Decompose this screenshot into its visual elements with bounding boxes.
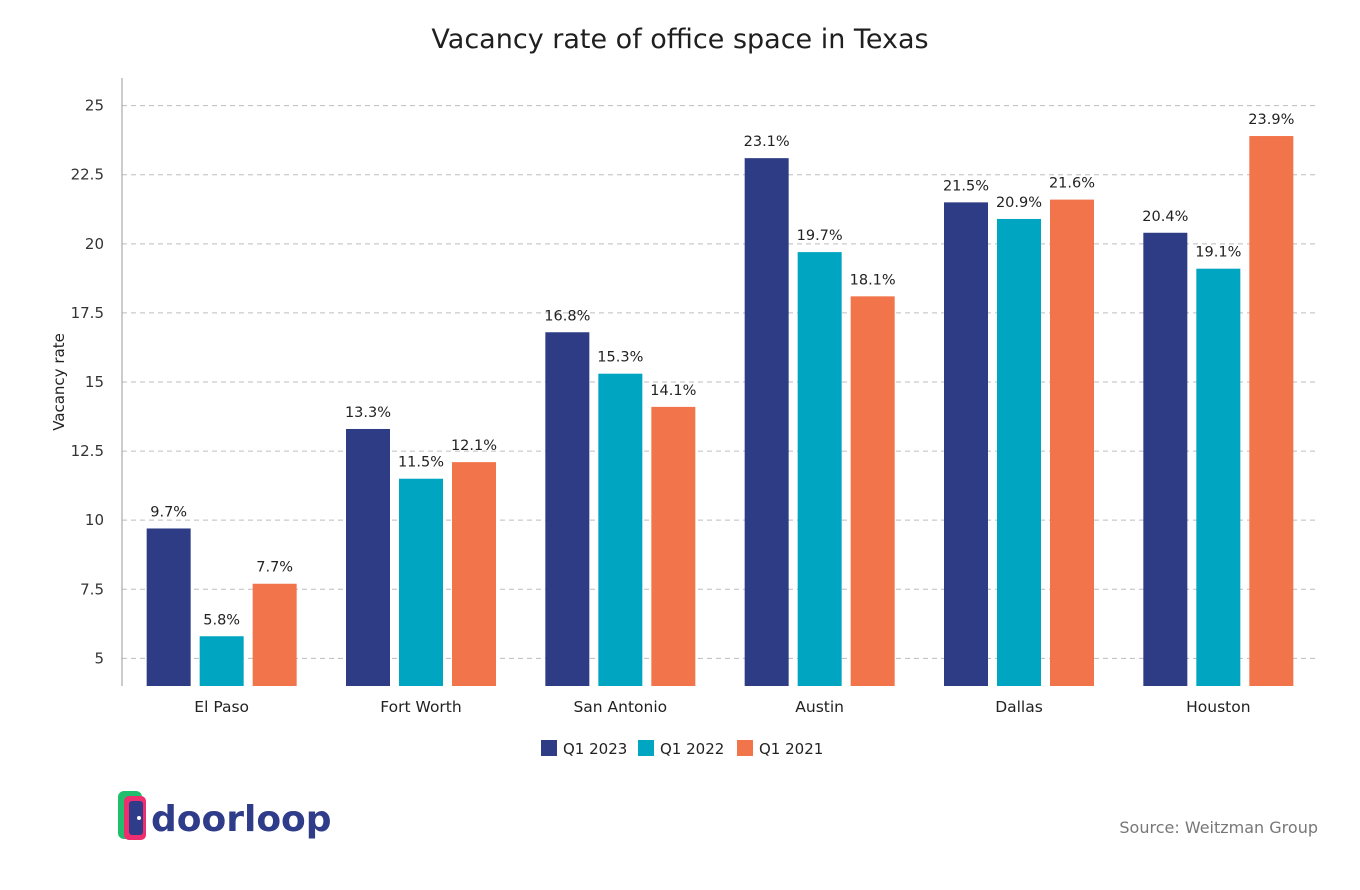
y-tick-label: 12.5: [71, 442, 104, 460]
data-label: 5.8%: [203, 612, 240, 628]
legend-label: Q1 2023: [563, 740, 627, 758]
data-label: 19.1%: [1195, 245, 1241, 261]
y-tick-label: 10: [85, 511, 104, 529]
data-label: 16.8%: [544, 308, 590, 324]
legend-swatch: [638, 740, 654, 756]
data-label: 20.9%: [996, 195, 1042, 211]
data-label: 23.9%: [1248, 112, 1294, 128]
bar: [1143, 232, 1188, 686]
legend-swatch: [737, 740, 753, 756]
bar: [199, 636, 244, 686]
y-axis-label: Vacancy rate: [50, 333, 68, 431]
bars: [146, 136, 1294, 687]
data-label: 21.6%: [1049, 176, 1095, 192]
y-tick-label: 22.5: [71, 166, 104, 184]
bar: [1249, 136, 1294, 686]
source-note: Source: Weitzman Group: [1119, 818, 1318, 837]
bar: [146, 528, 191, 686]
y-tick-label: 5: [94, 649, 104, 667]
x-category-label: Dallas: [995, 698, 1043, 716]
legend: Q1 2023 Q1 2022 Q1 2021: [541, 740, 823, 758]
bar: [452, 462, 496, 686]
y-tick-label: 7.5: [80, 580, 104, 598]
x-category-label: San Antonio: [573, 698, 667, 716]
x-category-label: Austin: [795, 698, 844, 716]
data-labels: 9.7% 5.8% 7.7% 13.3% 11.5% 12.1% 16.8% 15.3% 14.…: [150, 112, 1294, 628]
bar: [944, 202, 988, 686]
data-label: 15.3%: [597, 350, 643, 366]
logo-text: doorloop: [151, 799, 332, 840]
bar: [651, 406, 696, 686]
bar: [1050, 199, 1094, 686]
y-axis-ticks: 5 7.5 10 12.5 15 17.5 20 22.5 25: [71, 97, 104, 668]
chart-title: Vacancy rate of office space in Texas: [431, 24, 928, 55]
bar: [252, 583, 297, 686]
door-icon: [118, 791, 146, 840]
x-category-label: Fort Worth: [380, 698, 461, 716]
bar: [797, 252, 842, 687]
x-category-label: Houston: [1186, 698, 1250, 716]
legend-swatch: [541, 740, 557, 756]
y-tick-label: 20: [85, 235, 104, 253]
data-label: 12.1%: [451, 438, 497, 454]
doorloop-logo: doorloop: [118, 791, 332, 840]
legend-label: Q1 2022: [660, 740, 724, 758]
bar: [997, 218, 1041, 687]
bar: [744, 158, 789, 687]
data-label: 18.1%: [850, 272, 896, 288]
data-label: 7.7%: [256, 560, 293, 576]
data-label: 9.7%: [150, 504, 187, 520]
data-label: 20.4%: [1142, 209, 1188, 225]
gridlines: [122, 105, 1318, 659]
bar: [399, 478, 443, 686]
y-tick-label: 17.5: [71, 304, 104, 322]
y-tick-label: 25: [85, 97, 104, 115]
bar: [545, 332, 590, 686]
data-label: 19.7%: [797, 228, 843, 244]
legend-label: Q1 2021: [759, 740, 823, 758]
x-axis-categories: El Paso Fort Worth San Antonio Austin Dallas…: [194, 698, 1250, 716]
data-label: 11.5%: [398, 455, 444, 471]
data-label: 13.3%: [345, 405, 391, 421]
bar: [850, 296, 895, 686]
x-category-label: El Paso: [194, 698, 249, 716]
bar: [598, 373, 643, 686]
bar: [346, 428, 390, 686]
data-label: 23.1%: [744, 134, 790, 150]
data-label: 21.5%: [943, 178, 989, 194]
bar: [1196, 268, 1241, 686]
data-label: 14.1%: [650, 383, 696, 399]
y-tick-label: 15: [85, 373, 104, 391]
